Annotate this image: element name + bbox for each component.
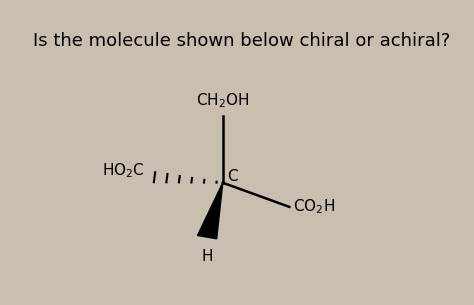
- Text: Is the molecule shown below chiral or achiral?: Is the molecule shown below chiral or ac…: [33, 32, 450, 50]
- Text: C: C: [227, 169, 237, 184]
- Text: CH$_2$OH: CH$_2$OH: [196, 92, 249, 110]
- Text: H: H: [201, 249, 213, 264]
- Text: CO$_2$H: CO$_2$H: [293, 198, 335, 216]
- Text: HO$_2$C: HO$_2$C: [102, 161, 145, 180]
- Polygon shape: [198, 183, 223, 239]
